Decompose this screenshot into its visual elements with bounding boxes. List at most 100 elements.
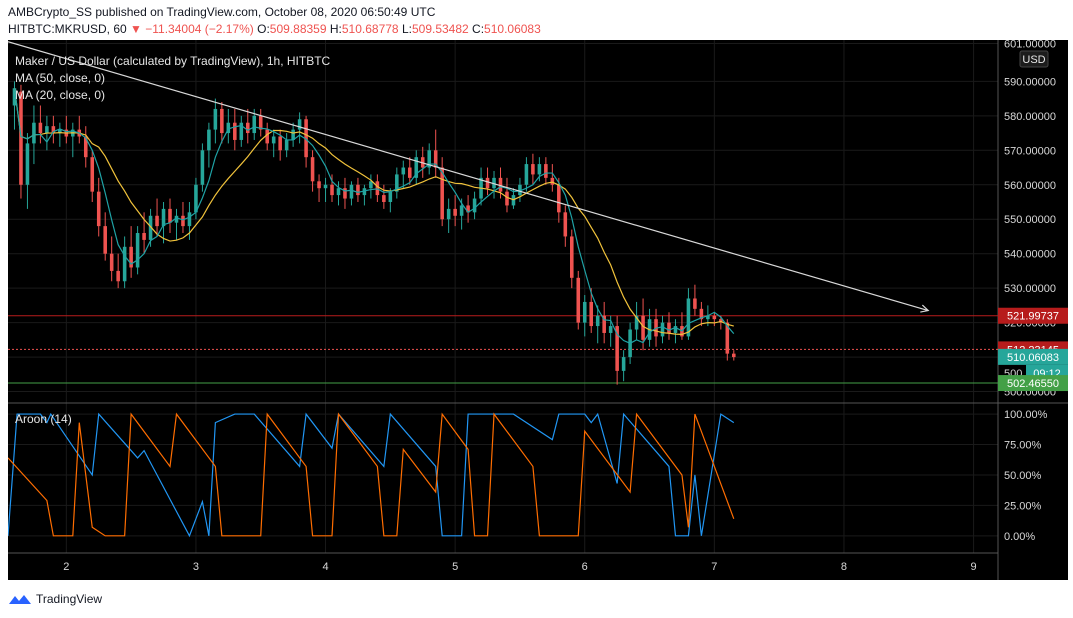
candle [181, 215, 185, 227]
candle [621, 357, 626, 371]
candle [83, 136, 88, 158]
footer-brand[interactable]: TradingView [36, 592, 103, 606]
candle [207, 129, 211, 151]
candle [122, 246, 127, 282]
candle [304, 119, 308, 158]
price-tick-label: 560.00000 [1004, 180, 1056, 192]
candle [187, 212, 192, 227]
time-tick-label: 5 [452, 561, 458, 573]
time-axis: 2 3 4 5 6 7 8 9 [63, 561, 976, 573]
trendline-arrow [920, 304, 930, 313]
aroon-tick-label: 25.00% [1004, 500, 1042, 512]
last-price-label: 510.06083 [1007, 352, 1059, 364]
candle [109, 253, 114, 271]
candle [602, 315, 606, 333]
candle [686, 298, 691, 337]
low-value: 509.53482 [411, 22, 469, 36]
candle [725, 322, 730, 354]
ma20-legend[interactable]: MA (20, close, 0) [15, 88, 105, 102]
candle [220, 108, 224, 134]
candle [401, 167, 406, 175]
chart-title: Maker / US Dollar (calculated by Trading… [15, 54, 331, 68]
candle [440, 167, 444, 220]
candle [96, 191, 101, 227]
candle [582, 301, 587, 323]
candle [51, 126, 56, 134]
aroon-tick-label: 75.00% [1004, 440, 1042, 452]
aroon-tick-label: 0.00% [1004, 531, 1035, 543]
candle [226, 122, 231, 134]
candle [284, 139, 289, 151]
candle [58, 129, 62, 134]
publisher-line: AMBCrypto_SS published on TradingView.co… [8, 5, 436, 19]
low-label: L: [401, 22, 412, 36]
price-tick-label: 590.00000 [1004, 76, 1056, 88]
candle [155, 215, 159, 227]
candle [459, 205, 464, 216]
resistance-price-label: 521.99737 [1007, 311, 1059, 323]
candle [310, 157, 315, 182]
candle [32, 122, 36, 144]
candle [25, 143, 30, 185]
candle [12, 88, 17, 106]
price-tick-label: 550.00000 [1004, 214, 1056, 226]
candle [19, 91, 23, 185]
chart-panel[interactable]: 601.00000 590.00000 580.00000 570.00000 560.… [8, 40, 1068, 580]
candle [161, 208, 166, 227]
ma50-legend[interactable]: MA (50, close, 0) [15, 71, 105, 85]
time-tick-label: 3 [193, 561, 199, 573]
trendline [8, 41, 930, 313]
open-value: 509.88359 [269, 22, 327, 36]
candle [142, 233, 146, 240]
time-tick-label: 4 [322, 561, 328, 573]
candle [712, 315, 717, 320]
aroon-down-line [8, 412, 735, 537]
time-tick-label: 6 [582, 561, 588, 573]
time-tick-label: 8 [841, 561, 847, 573]
candles [12, 81, 736, 385]
candle [343, 188, 347, 199]
candle [414, 157, 419, 178]
candle [233, 122, 237, 140]
aroon-legend[interactable]: Aroon (14) [15, 412, 72, 426]
candle [265, 129, 269, 144]
aroon-up-line [8, 412, 735, 538]
candle [634, 315, 639, 330]
candle [485, 177, 490, 189]
candle [706, 315, 710, 320]
time-tick-label: 7 [711, 561, 717, 573]
candle [388, 191, 393, 202]
currency-badge[interactable] [1019, 50, 1049, 68]
ma50-line [13, 88, 734, 336]
candle [472, 198, 477, 213]
candle [168, 208, 172, 223]
symbol-label: HITBTC:MKRUSD, 60 [8, 22, 127, 36]
high-value: 510.68778 [341, 22, 399, 36]
candle [589, 301, 594, 327]
candle [291, 129, 295, 140]
candle [570, 236, 574, 278]
candle [557, 184, 561, 213]
candle [732, 353, 736, 358]
candle [90, 157, 95, 192]
ohlc-line: HITBTC:MKRUSD, 60 ▼ −11.34004 (−2.17%) O… [8, 22, 541, 36]
candle [336, 188, 341, 196]
candle [369, 181, 373, 189]
candle [576, 277, 581, 323]
price-tick-label: 570.00000 [1004, 145, 1056, 157]
candle [550, 177, 555, 185]
candle [174, 215, 179, 223]
support-price-label: 502.46550 [1007, 378, 1059, 390]
candle [407, 167, 412, 178]
last-price-label-bg [998, 348, 1068, 365]
candle [641, 315, 645, 340]
candle [453, 208, 457, 216]
candle [213, 108, 218, 130]
aroon-tick-label: 50.00% [1004, 470, 1042, 482]
candle [38, 122, 43, 134]
candle [317, 181, 321, 189]
close-value: 510.06083 [484, 22, 541, 36]
chart-canvas[interactable]: 601.00000590.00000580.00000570.00000560.… [8, 40, 1068, 580]
candle [537, 164, 542, 175]
candle [194, 184, 198, 213]
